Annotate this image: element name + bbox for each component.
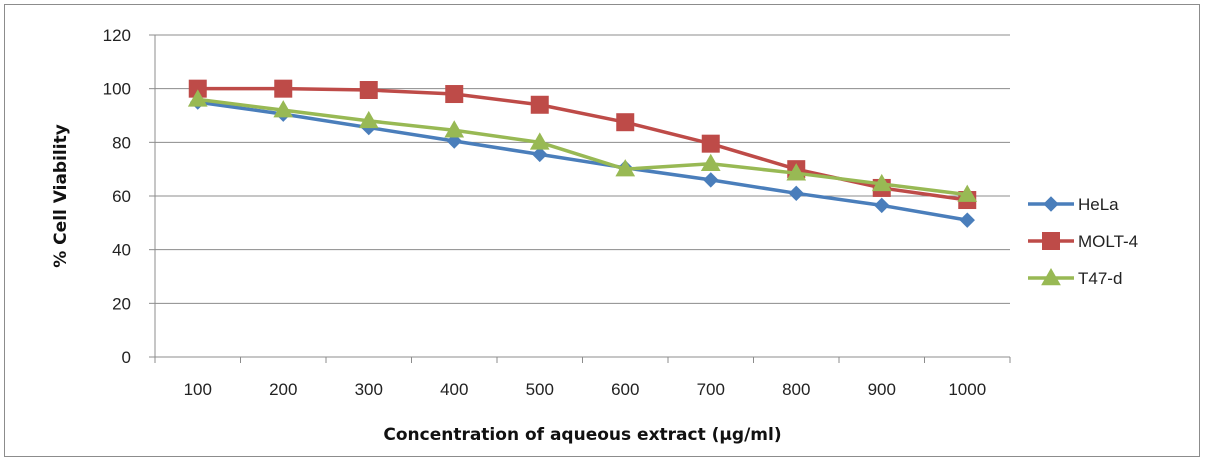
legend-marker-molt-4 (1042, 232, 1060, 250)
y-tick-label: 40 (112, 241, 131, 260)
y-tick-label: 20 (112, 294, 131, 313)
y-tick-label: 80 (112, 133, 131, 152)
series-group (187, 79, 978, 228)
data-point-hela (959, 212, 975, 228)
data-point-t47-d (529, 132, 550, 150)
x-tick-label: 900 (868, 380, 896, 399)
x-tick-label: 1000 (948, 380, 986, 399)
data-point-t47-d (273, 100, 294, 118)
x-axis-title: Concentration of aqueous extract (µg/ml) (383, 425, 781, 445)
y-tick-label: 0 (122, 348, 131, 367)
data-point-molt-4 (616, 113, 635, 132)
gridlines (155, 34, 1010, 304)
y-tick-label: 60 (112, 187, 131, 206)
data-point-molt-4 (701, 134, 720, 153)
data-point-molt-4 (530, 95, 549, 114)
data-point-molt-4 (445, 85, 464, 104)
data-point-hela (532, 146, 548, 163)
x-tick-label: 200 (269, 380, 297, 399)
x-tick-label: 300 (355, 380, 383, 399)
legend-label-molt-4: MOLT-4 (1078, 232, 1138, 251)
data-point-t47-d (957, 184, 978, 202)
data-point-hela (874, 197, 890, 214)
data-point-hela (788, 185, 804, 202)
y-tick-label: 100 (103, 80, 131, 99)
y-axis-title: % Cell Viability (51, 124, 71, 268)
series-line-hela (197, 100, 968, 222)
legend-marker-t47-d (1041, 267, 1061, 286)
legend-item-t47-d: T47-d (1028, 267, 1122, 288)
y-tick-label: 120 (103, 26, 131, 45)
data-point-t47-d (615, 159, 636, 177)
legend-item-hela: HeLa (1028, 195, 1119, 214)
x-tick-label: 400 (440, 380, 468, 399)
legend-marker-hela (1043, 196, 1059, 212)
data-point-t47-d (871, 173, 892, 192)
data-point-molt-4 (359, 81, 378, 100)
data-point-t47-d (187, 89, 208, 107)
x-tick-label: 500 (526, 380, 554, 399)
axes: 0 20 40 60 80 100 120 100 200 300 400 500 600 700 800 9… (103, 26, 1011, 399)
series-line-molt-4 (197, 86, 968, 202)
series-molt-4 (188, 79, 977, 210)
legend-label-t47-d: T47-d (1078, 269, 1122, 288)
x-tick-label: 100 (184, 380, 212, 399)
x-tick-label: 700 (697, 380, 725, 399)
x-tick-label: 600 (611, 380, 639, 399)
data-point-t47-d (358, 110, 379, 129)
legend-label-hela: HeLa (1078, 195, 1119, 214)
data-point-t47-d (700, 153, 721, 172)
data-point-t47-d (786, 163, 807, 181)
data-point-molt-4 (274, 79, 293, 98)
chart-frame (4, 4, 1200, 457)
legend: HeLa MOLT-4 T47-d (1028, 195, 1138, 288)
x-tick-label: 800 (782, 380, 810, 399)
data-point-hela (703, 172, 719, 188)
legend-item-molt-4: MOLT-4 (1028, 232, 1138, 251)
series-t47-d (187, 89, 978, 202)
data-point-t47-d (444, 120, 465, 138)
series-line-t47-d (197, 97, 968, 197)
